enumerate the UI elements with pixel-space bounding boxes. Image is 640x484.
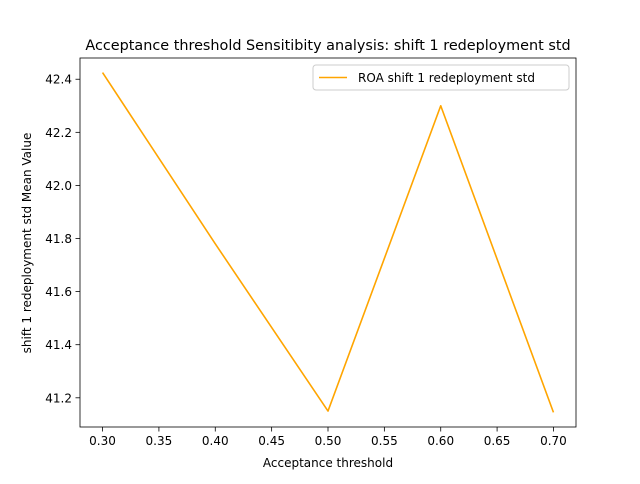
x-axis-label: Acceptance threshold [263,456,393,470]
legend: ROA shift 1 redeployment std [313,65,569,90]
y-tick-label: 42.2 [45,126,72,140]
y-tick-label: 42.0 [45,179,72,193]
y-tick-label: 41.6 [45,285,72,299]
x-tick-label: 0.60 [427,434,454,448]
chart-title: Acceptance threshold Sensitibity analysi… [85,38,570,54]
x-tick-label: 0.70 [540,434,567,448]
y-tick-label: 41.4 [45,338,72,352]
y-tick-label: 42.4 [45,73,72,87]
y-axis-label: shift 1 redeployment std Mean Value [20,133,34,354]
x-tick-label: 0.45 [258,434,285,448]
x-tick-label: 0.30 [89,434,116,448]
legend-label: ROA shift 1 redeployment std [358,71,535,85]
y-tick-label: 41.8 [45,232,72,246]
y-tick-label: 41.2 [45,391,72,405]
x-tick-label: 0.65 [484,434,511,448]
x-tick-label: 0.40 [202,434,229,448]
x-tick-label: 0.35 [146,434,173,448]
x-tick-label: 0.50 [315,434,342,448]
x-tick-label: 0.55 [371,434,398,448]
